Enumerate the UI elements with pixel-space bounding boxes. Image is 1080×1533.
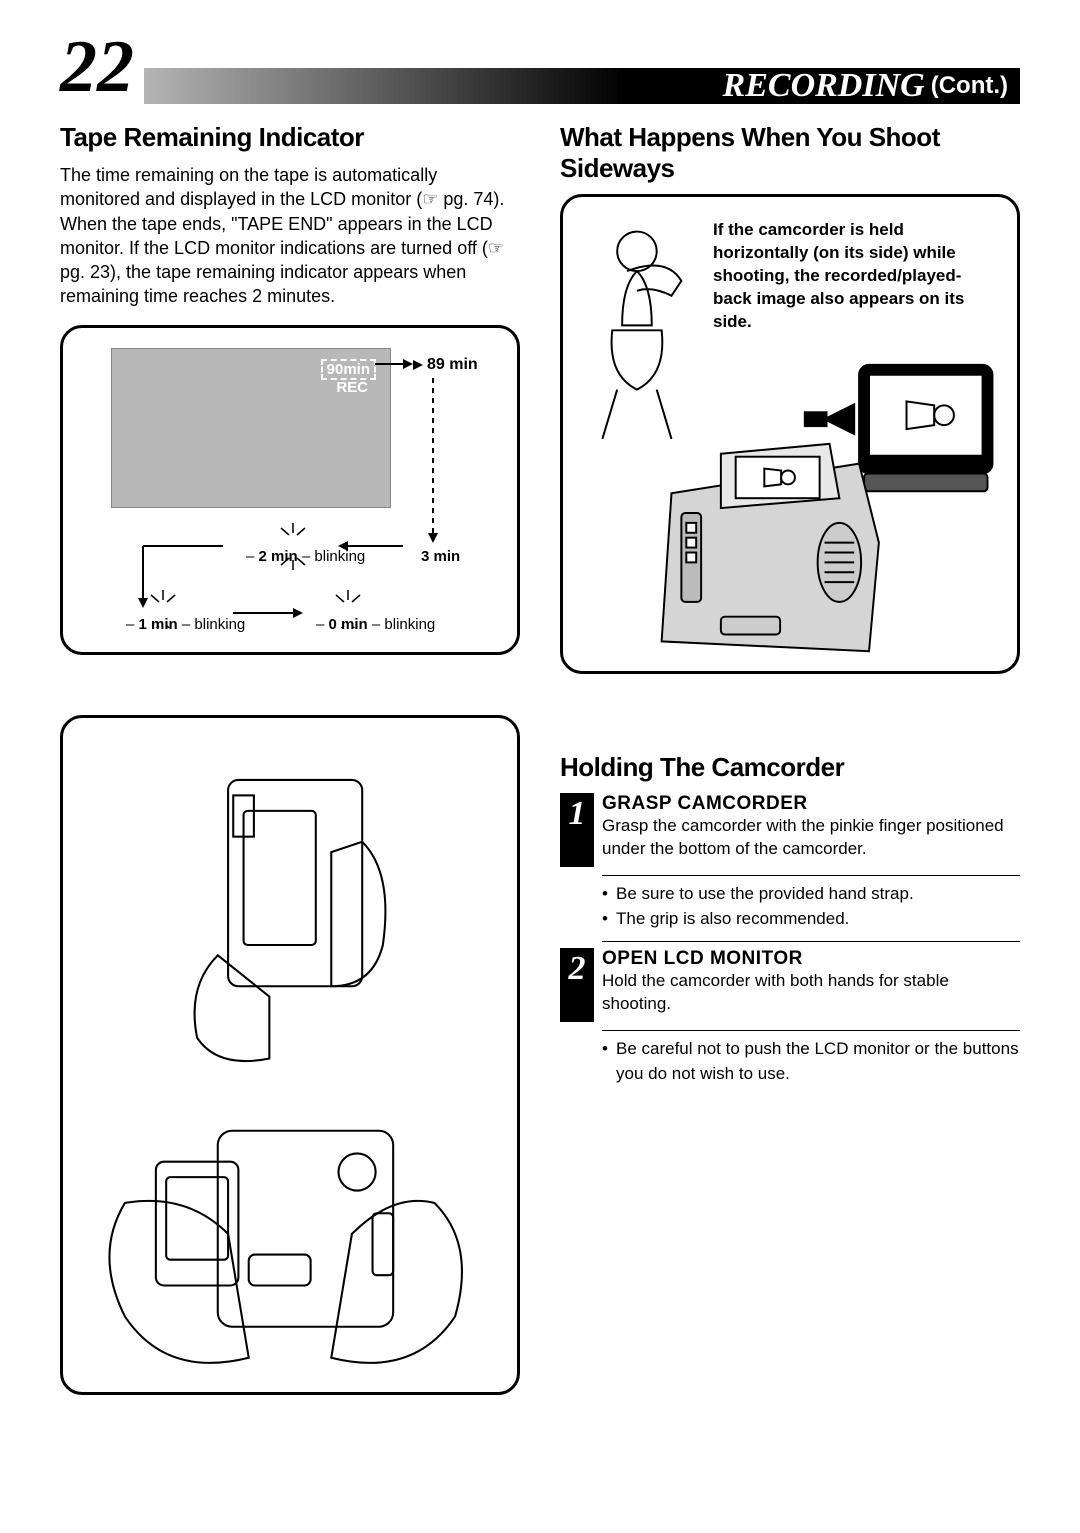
lcd-rec-label: REC xyxy=(336,379,368,396)
right-column: What Happens When You Shoot Sideways If … xyxy=(560,122,1020,1395)
label-89min: 89 min xyxy=(413,356,478,374)
lcd-90min-label: 90min xyxy=(321,359,376,380)
header-title: RECORDING xyxy=(723,67,925,105)
header-bar: RECORDING (Cont.) xyxy=(144,68,1020,104)
step-1-bullet-1: Be sure to use the provided hand strap. xyxy=(602,882,1020,907)
label-1min: – 1 min – blinking xyxy=(126,616,245,633)
step-1-bullet-2: The grip is also recommended. xyxy=(602,907,1020,932)
step-1-title: GRASP CAMCORDER xyxy=(602,793,1020,815)
step-2-number: 2 xyxy=(560,948,594,1022)
left-column: Tape Remaining Indicator The time remain… xyxy=(60,122,520,1395)
tape-indicator-panel: 90min REC 89 min xyxy=(60,325,520,655)
step-1-bullets: Be sure to use the provided hand strap. … xyxy=(602,882,1020,931)
rule xyxy=(602,875,1020,876)
step-2-bullets: Be careful not to push the LCD monitor o… xyxy=(602,1037,1020,1086)
sideways-title: What Happens When You Shoot Sideways xyxy=(560,122,1020,184)
sideways-illustration xyxy=(563,197,1017,671)
step-1: 1 GRASP CAMCORDER Grasp the camcorder wi… xyxy=(560,793,1020,867)
holding-title: Holding The Camcorder xyxy=(560,752,1020,783)
rule xyxy=(602,1030,1020,1031)
page-number: 22 xyxy=(60,30,144,104)
step-2: 2 OPEN LCD MONITOR Hold the camcorder wi… xyxy=(560,948,1020,1022)
holding-illustration xyxy=(63,718,517,1395)
header-cont: (Cont.) xyxy=(931,72,1008,100)
step-2-desc: Hold the camcorder with both hands for s… xyxy=(602,970,1020,1016)
tape-remaining-body: The time remaining on the tape is automa… xyxy=(60,163,520,309)
rule xyxy=(602,941,1020,942)
holding-illustration-panel xyxy=(60,715,520,1395)
step-1-desc: Grasp the camcorder with the pinkie fing… xyxy=(602,815,1020,861)
lcd-screen: 90min REC xyxy=(111,348,391,508)
step-1-number: 1 xyxy=(560,793,594,867)
label-3min: 3 min xyxy=(421,548,460,565)
label-2min: – 2 min – blinking xyxy=(246,548,365,565)
label-0min: – 0 min – blinking xyxy=(316,616,435,633)
step-2-bullet-1: Be careful not to push the LCD monitor o… xyxy=(602,1037,1020,1086)
sideways-panel: If the camcorder is held horizontally (o… xyxy=(560,194,1020,674)
step-2-title: OPEN LCD MONITOR xyxy=(602,948,1020,970)
page-header: 22 RECORDING (Cont.) xyxy=(60,30,1020,104)
tape-remaining-title: Tape Remaining Indicator xyxy=(60,122,520,153)
